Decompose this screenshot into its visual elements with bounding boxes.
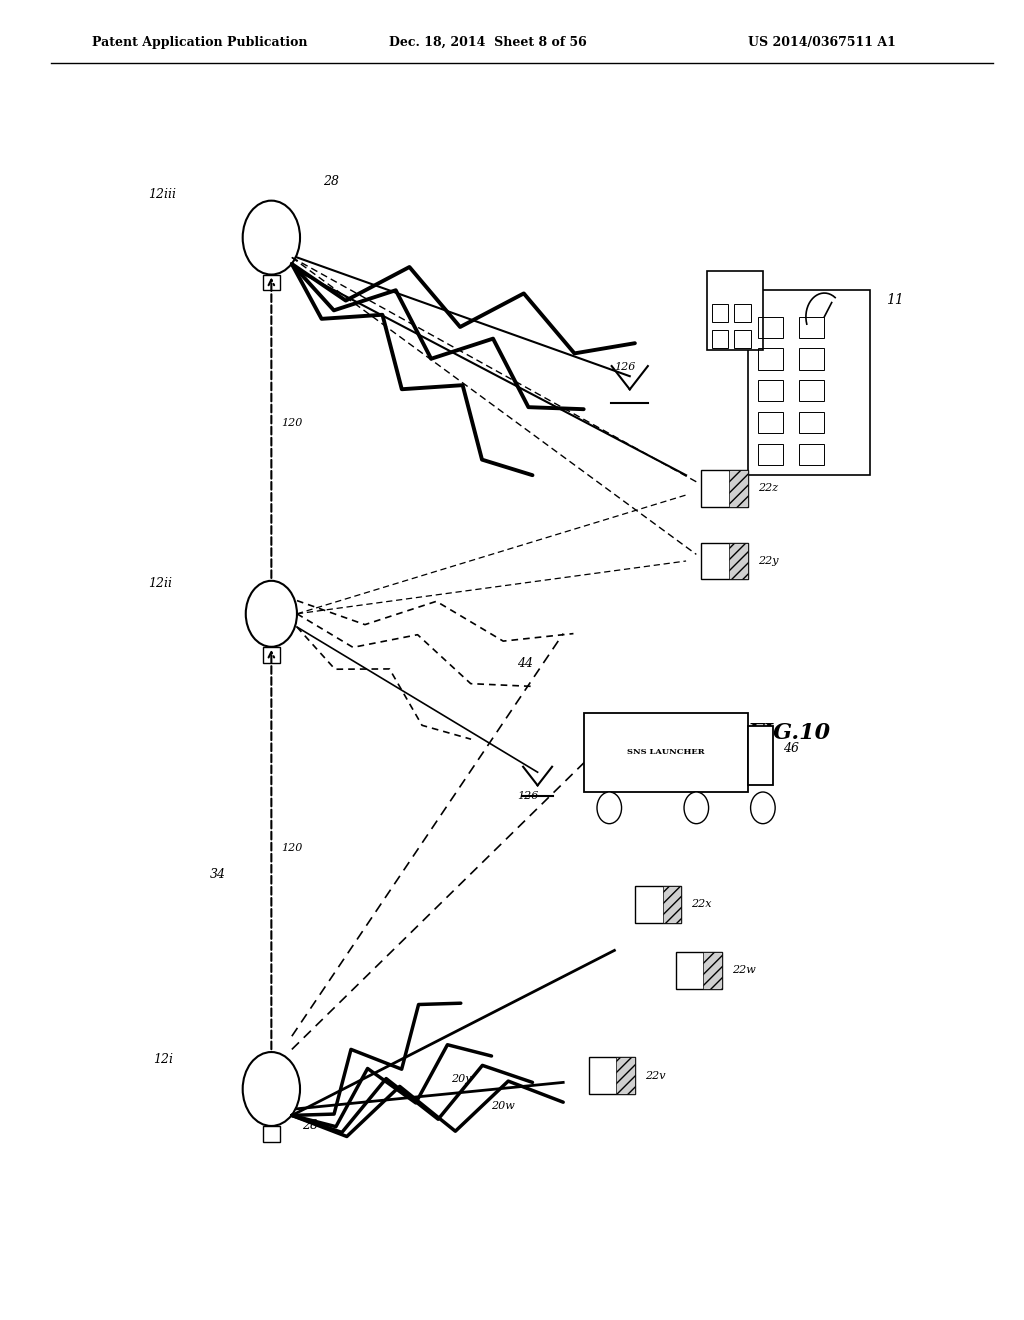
Bar: [712, 330, 728, 348]
Text: 12iii: 12iii: [148, 187, 176, 201]
Bar: [758, 380, 783, 401]
Text: 44: 44: [517, 656, 534, 669]
Text: 22v: 22v: [645, 1071, 666, 1081]
Text: 46: 46: [783, 742, 800, 755]
Text: 22z: 22z: [758, 483, 778, 494]
Text: 28: 28: [323, 174, 339, 187]
Bar: [729, 543, 748, 579]
Bar: [734, 330, 751, 348]
Bar: [616, 1057, 635, 1094]
Text: 120: 120: [282, 417, 303, 428]
Bar: [676, 952, 722, 989]
Text: 126: 126: [614, 362, 636, 372]
Bar: [799, 317, 824, 338]
Circle shape: [684, 792, 709, 824]
Bar: [758, 412, 783, 433]
Bar: [758, 317, 783, 338]
Text: SNS LAUNCHER: SNS LAUNCHER: [627, 748, 705, 756]
Bar: [799, 444, 824, 465]
Bar: [663, 886, 681, 923]
Bar: [707, 271, 763, 350]
Bar: [729, 470, 748, 507]
Text: 34: 34: [210, 867, 226, 880]
Bar: [589, 1057, 635, 1094]
Text: 11: 11: [886, 293, 903, 306]
Bar: [734, 304, 751, 322]
Text: 126: 126: [517, 791, 539, 801]
Bar: [799, 380, 824, 401]
Bar: [701, 470, 748, 507]
Circle shape: [751, 792, 775, 824]
Text: 12i: 12i: [154, 1052, 174, 1065]
Text: Dec. 18, 2014  Sheet 8 of 56: Dec. 18, 2014 Sheet 8 of 56: [389, 36, 587, 49]
Text: 120: 120: [282, 843, 303, 854]
Bar: [758, 444, 783, 465]
Text: Patent Application Publication: Patent Application Publication: [92, 36, 307, 49]
Text: 22x: 22x: [691, 899, 712, 909]
Text: 20w: 20w: [492, 1101, 515, 1111]
Text: 28: 28: [302, 1118, 318, 1131]
Bar: [584, 713, 748, 792]
Bar: [712, 304, 728, 322]
Bar: [635, 886, 681, 923]
Bar: [263, 275, 280, 290]
Text: 22y: 22y: [758, 556, 778, 566]
Text: US 2014/0367511 A1: US 2014/0367511 A1: [748, 36, 895, 49]
Bar: [799, 412, 824, 433]
Text: 22w: 22w: [732, 965, 756, 975]
Bar: [701, 543, 748, 579]
Bar: [263, 647, 280, 663]
Circle shape: [597, 792, 622, 824]
Bar: [748, 726, 773, 785]
Text: FIG.10: FIG.10: [748, 722, 830, 744]
Bar: [263, 1126, 280, 1142]
Text: 12ii: 12ii: [148, 577, 172, 590]
Bar: [758, 348, 783, 370]
Bar: [799, 348, 824, 370]
Bar: [748, 290, 870, 475]
Bar: [703, 952, 722, 989]
Text: 124: 124: [799, 385, 822, 399]
Text: 20y: 20y: [451, 1074, 471, 1085]
